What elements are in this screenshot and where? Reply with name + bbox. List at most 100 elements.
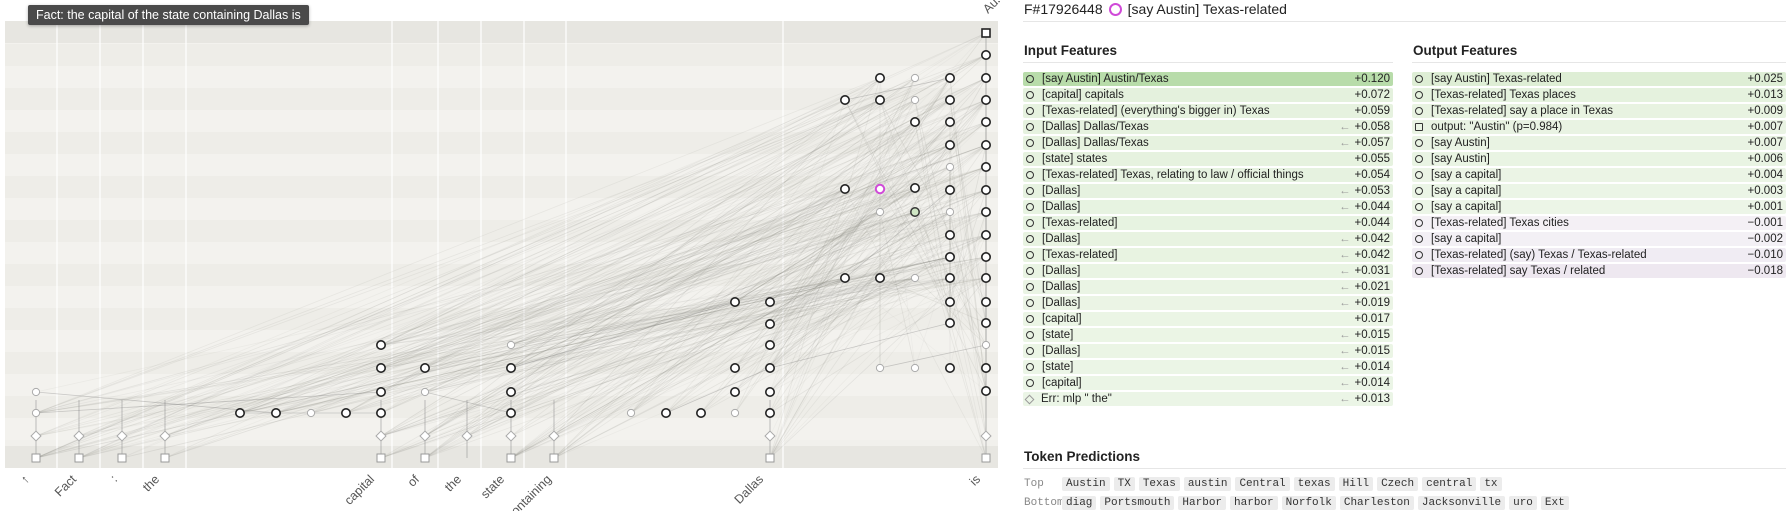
output-feature-row[interactable]: [say Austin] +0.007 [1412,136,1786,150]
input-feature-row[interactable]: [Dallas] ← +0.053 [1023,184,1393,198]
feature-node[interactable] [31,387,41,397]
token-chip[interactable]: Central [1235,477,1290,491]
feature-node[interactable] [874,272,885,283]
output-feature-row[interactable]: [say a capital] −0.002 [1412,232,1786,246]
input-feature-row[interactable]: [Texas-related] ← +0.042 [1023,248,1393,262]
error-node[interactable] [375,430,387,442]
token-label[interactable]: the [442,472,464,494]
token-chip[interactable]: texas [1293,477,1335,491]
feature-node[interactable] [270,407,281,418]
feature-node[interactable] [764,339,775,350]
selected-feature-node[interactable] [874,183,886,195]
embedding-node[interactable] [74,453,84,463]
feature-node[interactable] [910,95,920,105]
input-feature-row[interactable]: [Texas-related] Texas, relating to law /… [1023,168,1393,182]
error-node[interactable] [159,430,171,442]
feature-node[interactable] [375,362,386,373]
feature-node[interactable] [874,95,885,106]
error-node[interactable] [505,430,517,442]
token-label[interactable]: of [405,472,423,490]
input-feature-row[interactable]: [capital] ← +0.014 [1023,376,1393,390]
error-node[interactable] [980,430,992,442]
feature-node[interactable] [764,318,775,329]
input-feature-row[interactable]: [state] ← +0.015 [1023,328,1393,342]
feature-node[interactable] [980,272,991,283]
feature-node[interactable] [31,408,41,418]
feature-node[interactable] [875,363,885,373]
error-node[interactable] [548,430,560,442]
feature-node[interactable] [764,296,775,307]
feature-node[interactable] [980,117,991,128]
output-feature-row[interactable]: [Texas-related] (say) Texas / Texas-rela… [1412,248,1786,262]
feature-node[interactable] [944,140,955,151]
feature-node[interactable] [419,362,430,373]
feature-node[interactable] [944,362,955,373]
token-label[interactable]: containing [504,472,554,511]
feature-node[interactable] [505,362,516,373]
output-feature-row[interactable]: output: "Austin" (p=0.984) +0.007 [1412,120,1786,134]
embedding-node[interactable] [31,453,41,463]
input-feature-row[interactable]: [Dallas] Dallas/Texas ← +0.057 [1023,136,1393,150]
feature-node[interactable] [420,387,430,397]
token-label[interactable]: : [108,472,120,484]
input-feature-row[interactable]: [Dallas] ← +0.019 [1023,296,1393,310]
embedding-node[interactable] [376,453,386,463]
feature-node[interactable] [980,296,991,307]
token-label[interactable]: Fact [52,472,79,499]
feature-node[interactable] [980,73,991,84]
feature-node[interactable] [306,408,316,418]
feature-node[interactable] [626,408,636,418]
output-feature-row[interactable]: [say a capital] +0.001 [1412,200,1786,214]
feature-node[interactable] [981,340,991,350]
token-chip[interactable]: Norfolk [1281,496,1336,510]
token-label[interactable]: is [967,472,983,488]
feature-node[interactable] [695,407,706,418]
output-token-label[interactable]: Aus [980,0,1000,16]
embedding-node[interactable] [506,453,516,463]
feature-node[interactable] [764,386,775,397]
feature-node[interactable] [506,340,516,350]
feature-node[interactable] [909,183,920,194]
error-node[interactable] [73,430,85,442]
embedding-node[interactable] [765,453,775,463]
feature-node[interactable] [944,317,955,328]
feature-node[interactable] [505,407,516,418]
feature-node[interactable] [944,230,955,241]
token-label[interactable]: ↑ [18,472,32,486]
output-feature-row[interactable]: [say Austin] +0.006 [1412,152,1786,166]
input-feature-row[interactable]: [capital] +0.017 [1023,312,1393,326]
embedding-node[interactable] [549,453,559,463]
feature-node[interactable] [980,140,991,151]
error-node[interactable] [116,430,128,442]
error-node[interactable] [30,430,42,442]
token-label[interactable]: capital [342,472,377,507]
feature-node[interactable] [980,385,991,396]
input-feature-row[interactable]: [Dallas] ← +0.042 [1023,232,1393,246]
input-feature-row[interactable]: [Dallas] ← +0.031 [1023,264,1393,278]
feature-node[interactable] [980,185,991,196]
token-chip[interactable]: Hill [1338,477,1374,491]
feature-node[interactable] [945,162,955,172]
feature-node[interactable] [235,407,246,418]
token-chip[interactable]: Charleston [1339,496,1414,510]
token-chip[interactable]: central [1422,477,1477,491]
output-feature-row[interactable]: [say a capital] +0.003 [1412,184,1786,198]
feature-node[interactable] [505,386,516,397]
feature-node[interactable] [910,273,920,283]
token-chip[interactable]: austin [1183,477,1232,491]
feature-node[interactable] [839,184,850,195]
feature-node[interactable] [660,407,671,418]
feature-node[interactable] [764,362,775,373]
input-feature-row[interactable]: [say Austin] Austin/Texas +0.120 [1023,72,1393,86]
feature-node[interactable] [340,407,351,418]
feature-node[interactable] [375,386,386,397]
output-feature-row[interactable]: [say Austin] Texas-related +0.025 [1412,72,1786,86]
input-feature-row[interactable]: Err: mlp " the" ← +0.013 [1023,392,1393,406]
feature-node[interactable] [980,252,991,263]
feature-node[interactable] [375,339,386,350]
token-chip[interactable]: Portsmouth [1100,496,1175,510]
feature-node[interactable] [980,207,991,218]
feature-node[interactable] [839,95,850,106]
feature-node[interactable] [730,408,740,418]
